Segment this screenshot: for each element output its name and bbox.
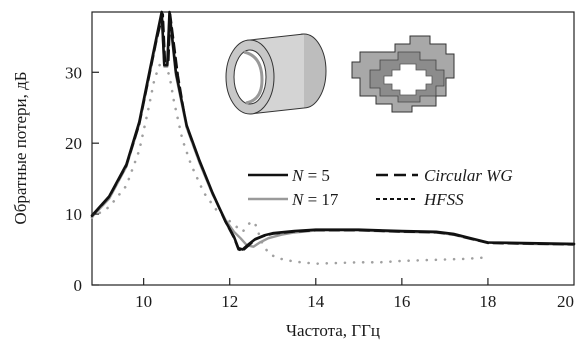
legend-label-n5: N = 5	[291, 166, 330, 185]
legend-label-n17: N = 17	[291, 190, 339, 209]
y-tick-label: 20	[65, 134, 82, 153]
series-layer	[90, 10, 576, 266]
x-axis-ticks: 10 12 14 16 18 20	[135, 278, 574, 311]
y-tick-label: 0	[74, 276, 83, 295]
x-tick-label: 16	[393, 292, 410, 311]
legend: N = 5 Circular WG N = 17 HFSS	[248, 166, 513, 209]
legend-n5-italic: N	[291, 166, 305, 185]
y-tick-label: 30	[65, 63, 82, 82]
y-axis-title: Обратные потери, дБ	[11, 71, 30, 224]
legend-label-circular: Circular WG	[424, 166, 513, 185]
plot-frame	[91, 11, 575, 286]
y-tick-label: 10	[65, 205, 82, 224]
legend-label-hfss: HFSS	[423, 190, 464, 209]
x-tick-label: 20	[557, 292, 574, 311]
x-axis-title: Частота, ГГц	[286, 321, 380, 340]
x-tick-label: 18	[479, 292, 496, 311]
series-line-hfss	[90, 60, 490, 266]
x-tick-label: 10	[135, 292, 152, 311]
legend-n5-rest: = 5	[303, 166, 330, 185]
series-line-n-5	[90, 10, 576, 251]
x-tick-label: 12	[221, 292, 238, 311]
legend-n17-italic: N	[291, 190, 305, 209]
x-tick-label: 14	[307, 292, 325, 311]
corrugated-waveguide-illustration	[351, 35, 455, 113]
legend-n17-rest: = 17	[303, 190, 339, 209]
circular-waveguide-illustration	[225, 33, 327, 115]
y-axis-ticks: 0 10 20 30	[65, 63, 99, 295]
